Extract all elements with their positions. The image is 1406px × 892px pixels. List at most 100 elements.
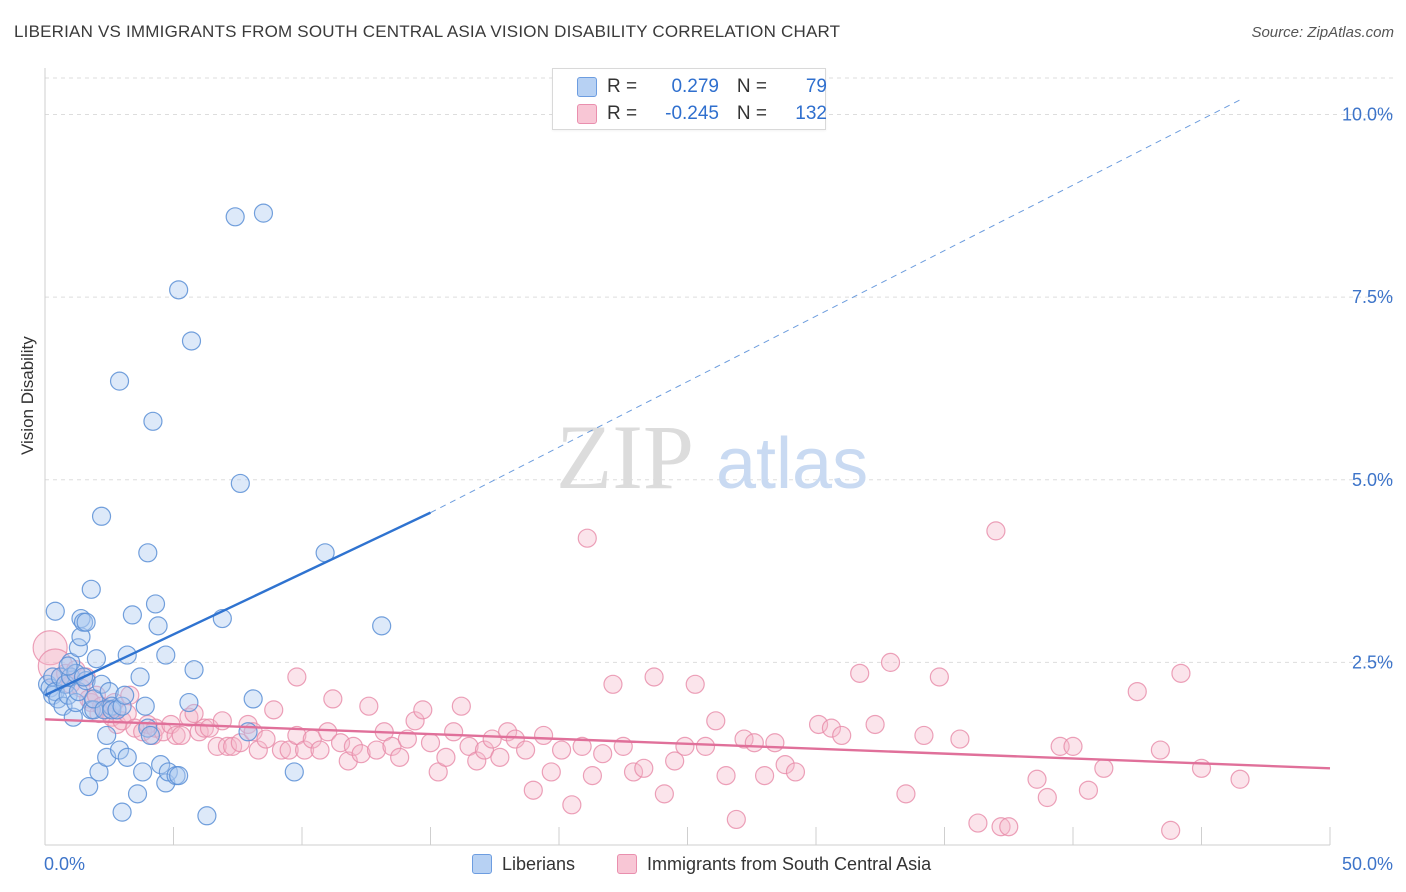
legend-n-label: N = [736,103,767,124]
pink-point [695,736,716,756]
pink-point [248,740,268,760]
y-tick-label: 5.0% [1352,470,1393,490]
blue-point [99,681,119,702]
pink-point [775,755,795,775]
pink-point [865,714,885,735]
pink-point [675,736,695,756]
pink-point [1063,736,1083,756]
pink-point [785,762,806,782]
pink-point [451,696,471,716]
blue-point [284,762,304,782]
pink-point [351,744,371,764]
pink-point [577,528,597,548]
blue-point [225,207,245,227]
pink-point [665,751,685,771]
pink-point [179,707,199,727]
pink-point [194,718,214,738]
blue-point [140,725,160,746]
blue-series-points [37,203,392,826]
blue-point [130,667,150,687]
pink-point [55,663,76,683]
blue-point [148,616,168,636]
pink-point [330,733,351,753]
legend-n-value: 132 [795,103,827,124]
pink-point [582,766,603,786]
pink-point [217,736,238,756]
blue-point [109,740,130,760]
blue-point [102,700,122,720]
pink-point [490,747,510,767]
blue-trend-extension [430,99,1241,514]
pink-point [120,685,140,705]
pink-point [593,744,613,764]
pink-point [999,817,1019,837]
pink-point [808,714,829,735]
pink-point [880,652,901,672]
pink-point [726,809,746,830]
y-tick-label: 2.5% [1352,652,1393,672]
y-axis-label: Vision Disability [18,336,37,455]
y-tick-label: 10.0% [1342,105,1393,125]
pink-point [654,784,674,804]
pink-point [623,762,644,782]
pink-point [1171,663,1191,683]
pink-point [171,725,191,746]
pink-point [256,729,276,749]
pink-point [166,725,186,746]
blue-point [68,681,89,702]
blue-point [91,506,112,526]
pink-point [644,667,664,687]
blue-point [117,747,137,767]
bottom-legend-swatch-pink [617,854,637,874]
blue-point [138,543,158,563]
watermark-atlas: atlas [716,424,868,504]
blue-point [181,331,202,351]
blue-point [81,579,101,599]
pink-point [850,663,870,683]
pink-point [1027,769,1047,789]
pink-point [467,751,487,771]
pink-point [765,733,785,753]
pink-point [914,725,934,746]
watermark: ZIP atlas [556,406,868,508]
blue-point [151,755,171,775]
stats-legend: R = 0.279 N = 79 R = -0.245 N = 132 [552,68,827,130]
pink-point [603,674,623,694]
pink-point [436,747,456,767]
pink-point [264,700,284,720]
legend-row-liberians: R = 0.279 N = 79 [577,75,827,99]
blue-point [253,203,274,223]
pink-point [413,700,433,720]
pink-trend-line [44,718,1331,770]
chart-title: LIBERIAN VS IMMIGRANTS FROM SOUTH CENTRA… [14,22,841,41]
pink-point [366,740,387,760]
pink-point [523,780,543,800]
blue-point [243,689,263,709]
pink-point [482,729,502,749]
pink-point [184,703,204,724]
pink-point [318,722,338,742]
pink-point [420,733,441,753]
pink-point [287,667,307,687]
pink-point [1127,681,1147,702]
blue-point [145,594,166,614]
y-tick-label: 7.5% [1352,287,1393,307]
x-tick-label: 50.0% [1342,854,1393,874]
legend-r-label: R = [607,76,638,97]
blue-point [58,656,78,676]
bottom-legend-swatch-blue [472,854,492,874]
pink-point [706,711,726,731]
x-tick-label: 0.0% [44,854,85,874]
pink-point [634,758,654,778]
trend-lines [44,99,1331,770]
pink-point [405,711,425,731]
pink-point [968,813,988,833]
bottom-legend-label: Liberians [502,853,576,874]
pink-point [444,722,464,742]
axis-layer [44,68,1331,846]
pink-point [541,762,561,782]
tick-labels: 2.5% 5.0% 7.5% 10.0% 0.0% 50.0% [44,105,1393,874]
pink-point [1094,758,1114,778]
blue-point [91,674,112,694]
pink-point [397,729,417,749]
